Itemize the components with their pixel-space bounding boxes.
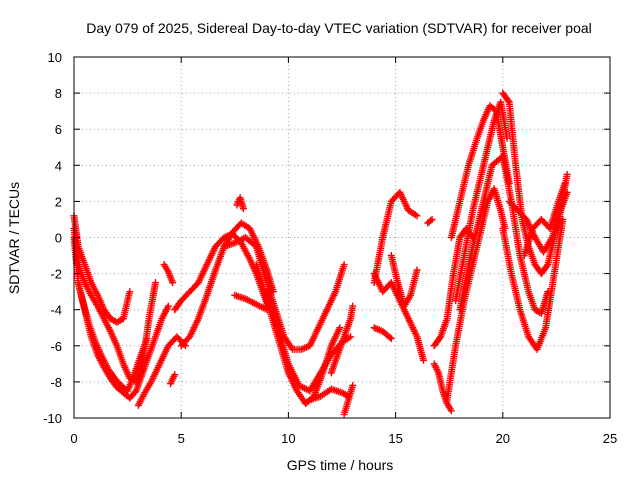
y-tick-label: -8 [50,375,62,390]
data-point [543,262,551,270]
y-tick-label: 0 [55,231,62,246]
data-point [413,212,421,220]
data-point [151,279,159,287]
y-axis-label: SDTVAR / TECUs [6,182,22,294]
data-point [169,279,177,287]
series-track-4 [74,279,172,402]
x-tick-label: 10 [281,431,295,446]
x-tick-label: 20 [496,431,510,446]
series-track-20 [370,324,395,343]
data-point [387,335,395,343]
series-track-17 [340,382,357,418]
series-track-10 [233,194,247,213]
data-point [427,217,435,225]
chart-title: Day 079 of 2025, Sidereal Day-to-day VTE… [86,20,592,36]
series-track-21 [387,252,421,310]
x-tick-label: 0 [70,431,77,446]
axes: 0 5 10 15 20 25 -10 -8 -6 -4 -2 0 2 4 6 8 10 [43,50,617,446]
series-track-32 [520,179,569,260]
data-point [544,288,552,296]
data-point [126,288,134,296]
series-track-22 [424,215,436,227]
y-tick-label: -6 [50,339,62,354]
series-track-30 [499,215,567,353]
data-point [504,97,512,105]
data-point [349,302,357,310]
data-point [239,205,247,213]
y-tick-label: 10 [48,50,62,65]
x-tick-label: 15 [388,431,402,446]
data-point [413,266,421,274]
y-tick-label: -4 [50,303,62,318]
x-axis-label: GPS time / hours [287,457,394,473]
series-track-7 [166,371,179,388]
x-tick-label: 5 [178,431,185,446]
data-point [563,170,571,178]
y-tick-label: 8 [55,86,62,101]
data-point [336,324,344,332]
data-point [143,335,151,343]
y-tick-label: 6 [55,122,62,137]
series-track-15 [306,385,352,404]
data-point [563,188,571,196]
y-tick-label: -2 [50,267,62,282]
data-marks [70,89,571,418]
y-tick-label: 4 [55,158,62,173]
series-track-5 [134,333,189,409]
series-track-26 [452,98,511,305]
data-point [447,407,455,415]
data-point [561,179,569,187]
series-track-12 [220,234,348,353]
data-point [419,356,427,364]
series-track-2 [70,224,159,386]
y-tick-label: -10 [43,411,62,426]
data-point [340,261,348,269]
data-point [347,333,355,341]
data-point [436,334,444,342]
data-point [428,215,436,223]
data-point [171,371,179,379]
series-track-28 [456,152,552,317]
y-tick-label: 2 [55,194,62,209]
series-track-6 [160,261,177,287]
series-track-23 [430,224,477,350]
data-point [386,333,394,341]
x-tick-label: 25 [603,431,617,446]
data-point [164,302,172,310]
data-point [349,382,357,390]
series-track-16 [327,302,357,377]
